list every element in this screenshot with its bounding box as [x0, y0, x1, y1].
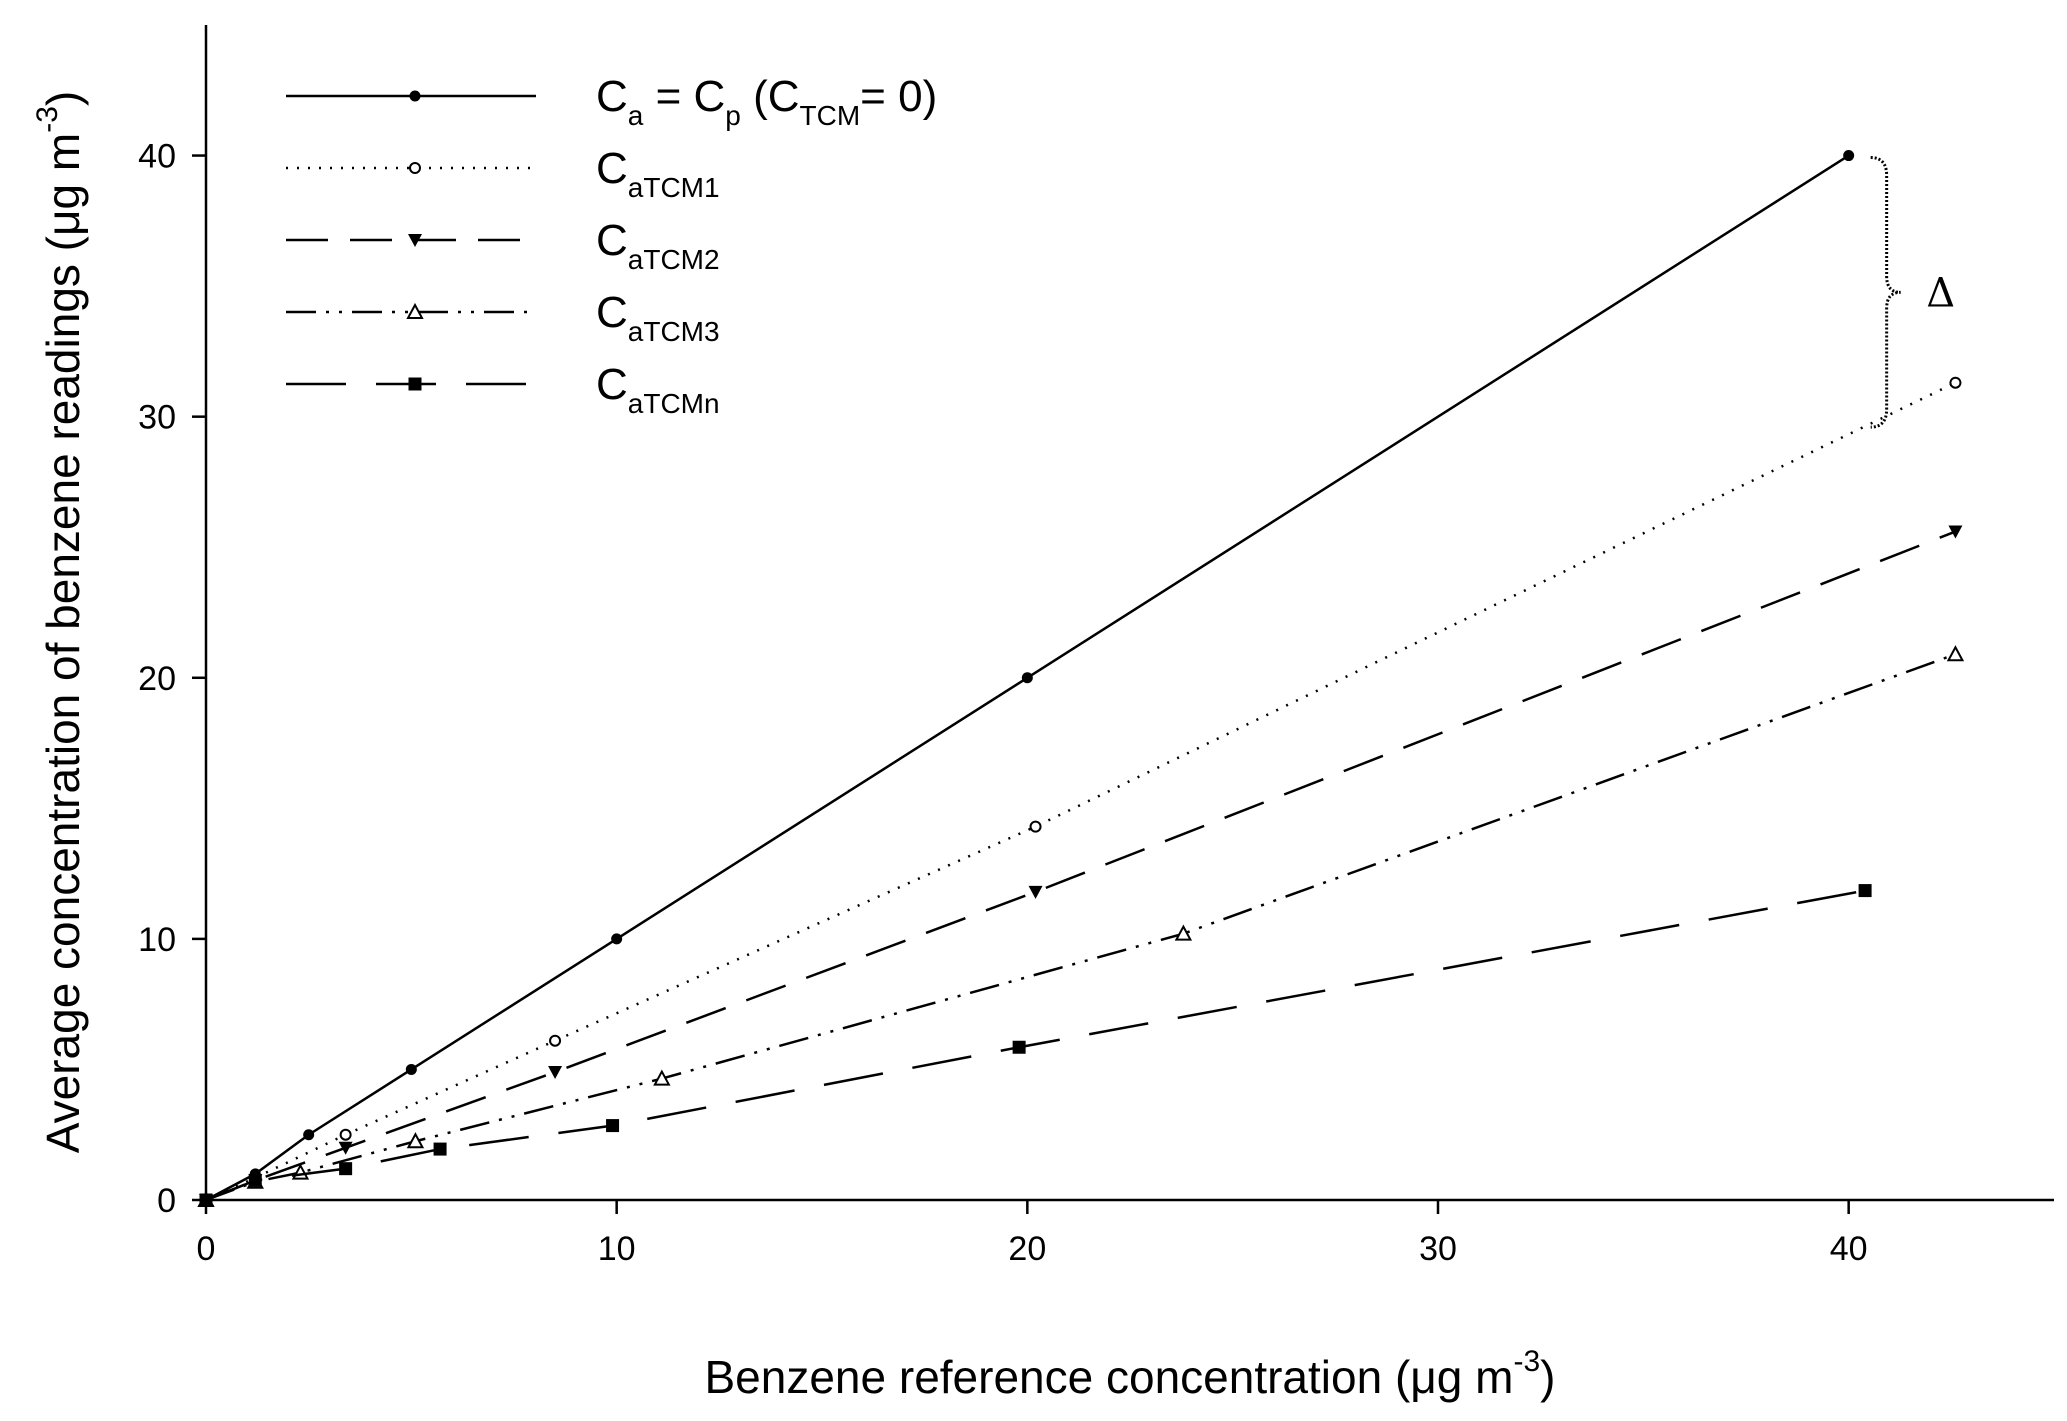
data-point	[1029, 820, 1042, 833]
delta-label: Δ	[1926, 270, 1955, 316]
x-tick-label: 0	[197, 1230, 216, 1268]
series-3	[199, 525, 1963, 1207]
series-line	[205, 889, 1866, 1202]
data-point	[248, 1173, 262, 1187]
data-point	[606, 1119, 620, 1133]
y-tick-label: 20	[138, 660, 176, 698]
data-point	[291, 1163, 310, 1180]
data-point	[339, 1128, 352, 1141]
data-point	[611, 933, 623, 945]
y-tick-label: 30	[138, 399, 176, 437]
series-layer	[197, 150, 1965, 1207]
series-line	[205, 381, 1956, 1202]
x-tick-label: 20	[1008, 1230, 1046, 1268]
series-5	[199, 884, 1872, 1207]
x-tick-label: 40	[1830, 1230, 1868, 1268]
y-tick-label: 10	[138, 921, 176, 959]
data-point	[433, 1142, 447, 1156]
data-point	[548, 1066, 563, 1080]
delta-brace	[1870, 156, 1901, 429]
y-axis-title: Average concentration of benzene reading…	[31, 91, 89, 1153]
series-4	[197, 645, 1965, 1207]
data-point	[1858, 884, 1872, 898]
data-point	[1012, 1040, 1026, 1054]
legend: Ca = Cp (CTCM= 0) CaTCM1 CaTCM2 CaTCM3 CaTCM…	[286, 72, 937, 419]
y-tick-label: 40	[138, 138, 176, 176]
data-point	[303, 1129, 315, 1141]
y-tick-label: 0	[157, 1182, 176, 1220]
data-point	[1021, 672, 1033, 684]
legend-item-5: CaTCMn	[286, 360, 720, 419]
legend-item-2: CaTCM1	[286, 144, 720, 203]
series-1	[200, 150, 1855, 1206]
series-line	[205, 653, 1956, 1202]
legend-label: CaTCMn	[596, 360, 720, 419]
legend-item-1: Ca = Cp (CTCM= 0)	[286, 72, 937, 131]
data-point	[338, 1141, 353, 1155]
data-point	[339, 1162, 353, 1176]
data-point	[405, 1063, 417, 1075]
legend-marker	[408, 377, 422, 391]
data-point	[1843, 150, 1855, 162]
data-point	[1946, 645, 1965, 662]
data-point	[653, 1069, 671, 1086]
x-axis-title: Benzene reference concentration (μg m-3)	[705, 1345, 1556, 1403]
legend-label: CaTCM2	[596, 216, 720, 275]
legend-label: CaTCM3	[596, 288, 720, 347]
data-point	[549, 1034, 562, 1047]
legend-label: Ca = Cp (CTCM= 0)	[596, 72, 937, 131]
data-point	[1949, 376, 1962, 389]
legend-label: CaTCM1	[596, 144, 720, 203]
legend-item-3: CaTCM2	[286, 216, 720, 275]
x-tick-label: 10	[598, 1230, 636, 1268]
legend-marker	[406, 302, 424, 319]
x-tick-label: 30	[1419, 1230, 1457, 1268]
axes: 0 10 20 30 40 0 10 20 30 40	[138, 25, 2054, 1268]
data-point	[1948, 525, 1963, 539]
legend-marker	[409, 90, 421, 102]
data-point	[1174, 924, 1193, 941]
legend-marker	[409, 162, 421, 174]
delta-annotation: Δ	[1870, 156, 1955, 429]
series-line	[205, 530, 1956, 1202]
data-point	[199, 1193, 213, 1207]
data-point	[406, 1132, 425, 1149]
series-2	[200, 376, 1962, 1206]
legend-item-4: CaTCM3	[286, 288, 720, 347]
legend-marker	[408, 234, 422, 247]
data-point	[1028, 885, 1043, 899]
